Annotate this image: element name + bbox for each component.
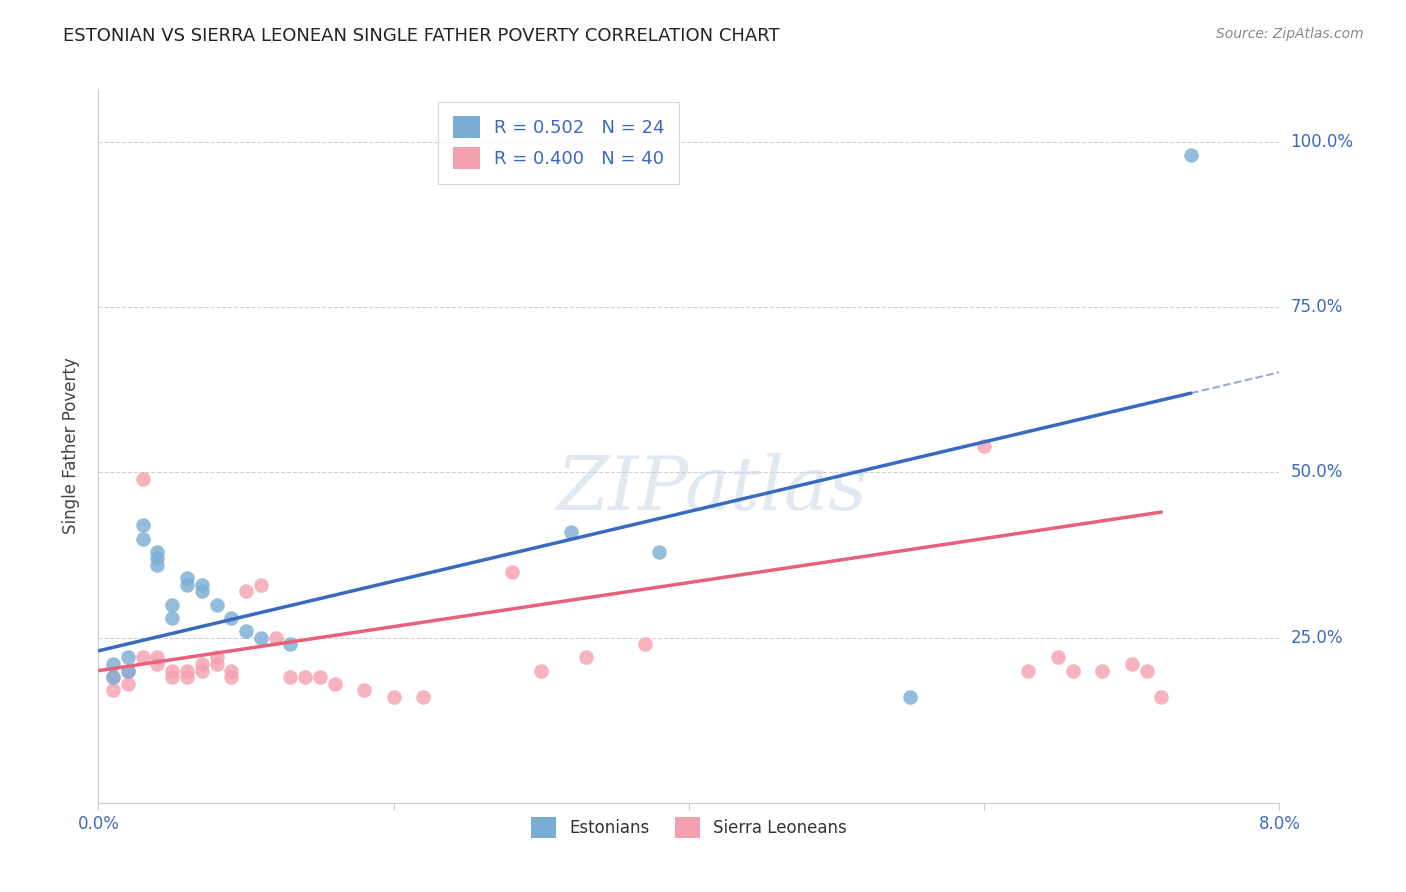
Point: [205, 657, 228, 671]
Point: [1136, 664, 1159, 678]
Point: [162, 598, 183, 612]
Point: [575, 650, 598, 665]
Point: [162, 670, 183, 684]
Point: [191, 657, 214, 671]
Point: [1046, 650, 1070, 665]
Point: [221, 670, 243, 684]
Point: [103, 670, 125, 684]
Point: [280, 637, 302, 651]
Point: [900, 690, 922, 704]
Point: [1018, 664, 1040, 678]
Point: [103, 670, 125, 684]
Point: [162, 611, 183, 625]
Text: 50.0%: 50.0%: [1291, 464, 1343, 482]
Point: [280, 670, 302, 684]
Point: [221, 664, 243, 678]
Point: [235, 624, 257, 638]
Point: [973, 439, 995, 453]
Point: [176, 664, 198, 678]
Legend: Estonians, Sierra Leoneans: Estonians, Sierra Leoneans: [524, 811, 853, 845]
Point: [146, 551, 169, 566]
Point: [162, 664, 183, 678]
Point: [132, 532, 155, 546]
Point: [176, 578, 198, 592]
Point: [146, 558, 169, 572]
Point: [205, 650, 228, 665]
Point: [146, 657, 169, 671]
Point: [117, 664, 139, 678]
Point: [117, 677, 139, 691]
Point: [309, 670, 332, 684]
Point: [634, 637, 657, 651]
Point: [191, 664, 214, 678]
Point: [382, 690, 405, 704]
Point: [1150, 690, 1173, 704]
Point: [191, 578, 214, 592]
Point: [323, 677, 346, 691]
Point: [132, 472, 155, 486]
Point: [221, 611, 243, 625]
Point: [501, 565, 523, 579]
Point: [205, 598, 228, 612]
Text: ZIPatlas: ZIPatlas: [557, 452, 868, 525]
Text: 100.0%: 100.0%: [1291, 133, 1354, 151]
Point: [176, 571, 198, 585]
Point: [353, 683, 375, 698]
Point: [132, 518, 155, 533]
Point: [235, 584, 257, 599]
Point: [146, 545, 169, 559]
Point: [560, 524, 582, 539]
Text: 25.0%: 25.0%: [1291, 629, 1343, 647]
Point: [530, 664, 553, 678]
Point: [294, 670, 316, 684]
Point: [176, 670, 198, 684]
Point: [648, 545, 671, 559]
Point: [412, 690, 434, 704]
Point: [103, 657, 125, 671]
Text: 75.0%: 75.0%: [1291, 298, 1343, 317]
Point: [1062, 664, 1084, 678]
Point: [103, 683, 125, 698]
Point: [250, 631, 273, 645]
Point: [250, 578, 273, 592]
Point: [1121, 657, 1143, 671]
Text: ESTONIAN VS SIERRA LEONEAN SINGLE FATHER POVERTY CORRELATION CHART: ESTONIAN VS SIERRA LEONEAN SINGLE FATHER…: [63, 27, 780, 45]
Point: [264, 631, 287, 645]
Point: [132, 650, 155, 665]
Point: [117, 664, 139, 678]
Point: [191, 584, 214, 599]
Point: [117, 650, 139, 665]
Point: [1180, 148, 1202, 162]
Y-axis label: Single Father Poverty: Single Father Poverty: [62, 358, 80, 534]
Text: Source: ZipAtlas.com: Source: ZipAtlas.com: [1216, 27, 1364, 41]
Point: [1091, 664, 1114, 678]
Point: [146, 650, 169, 665]
